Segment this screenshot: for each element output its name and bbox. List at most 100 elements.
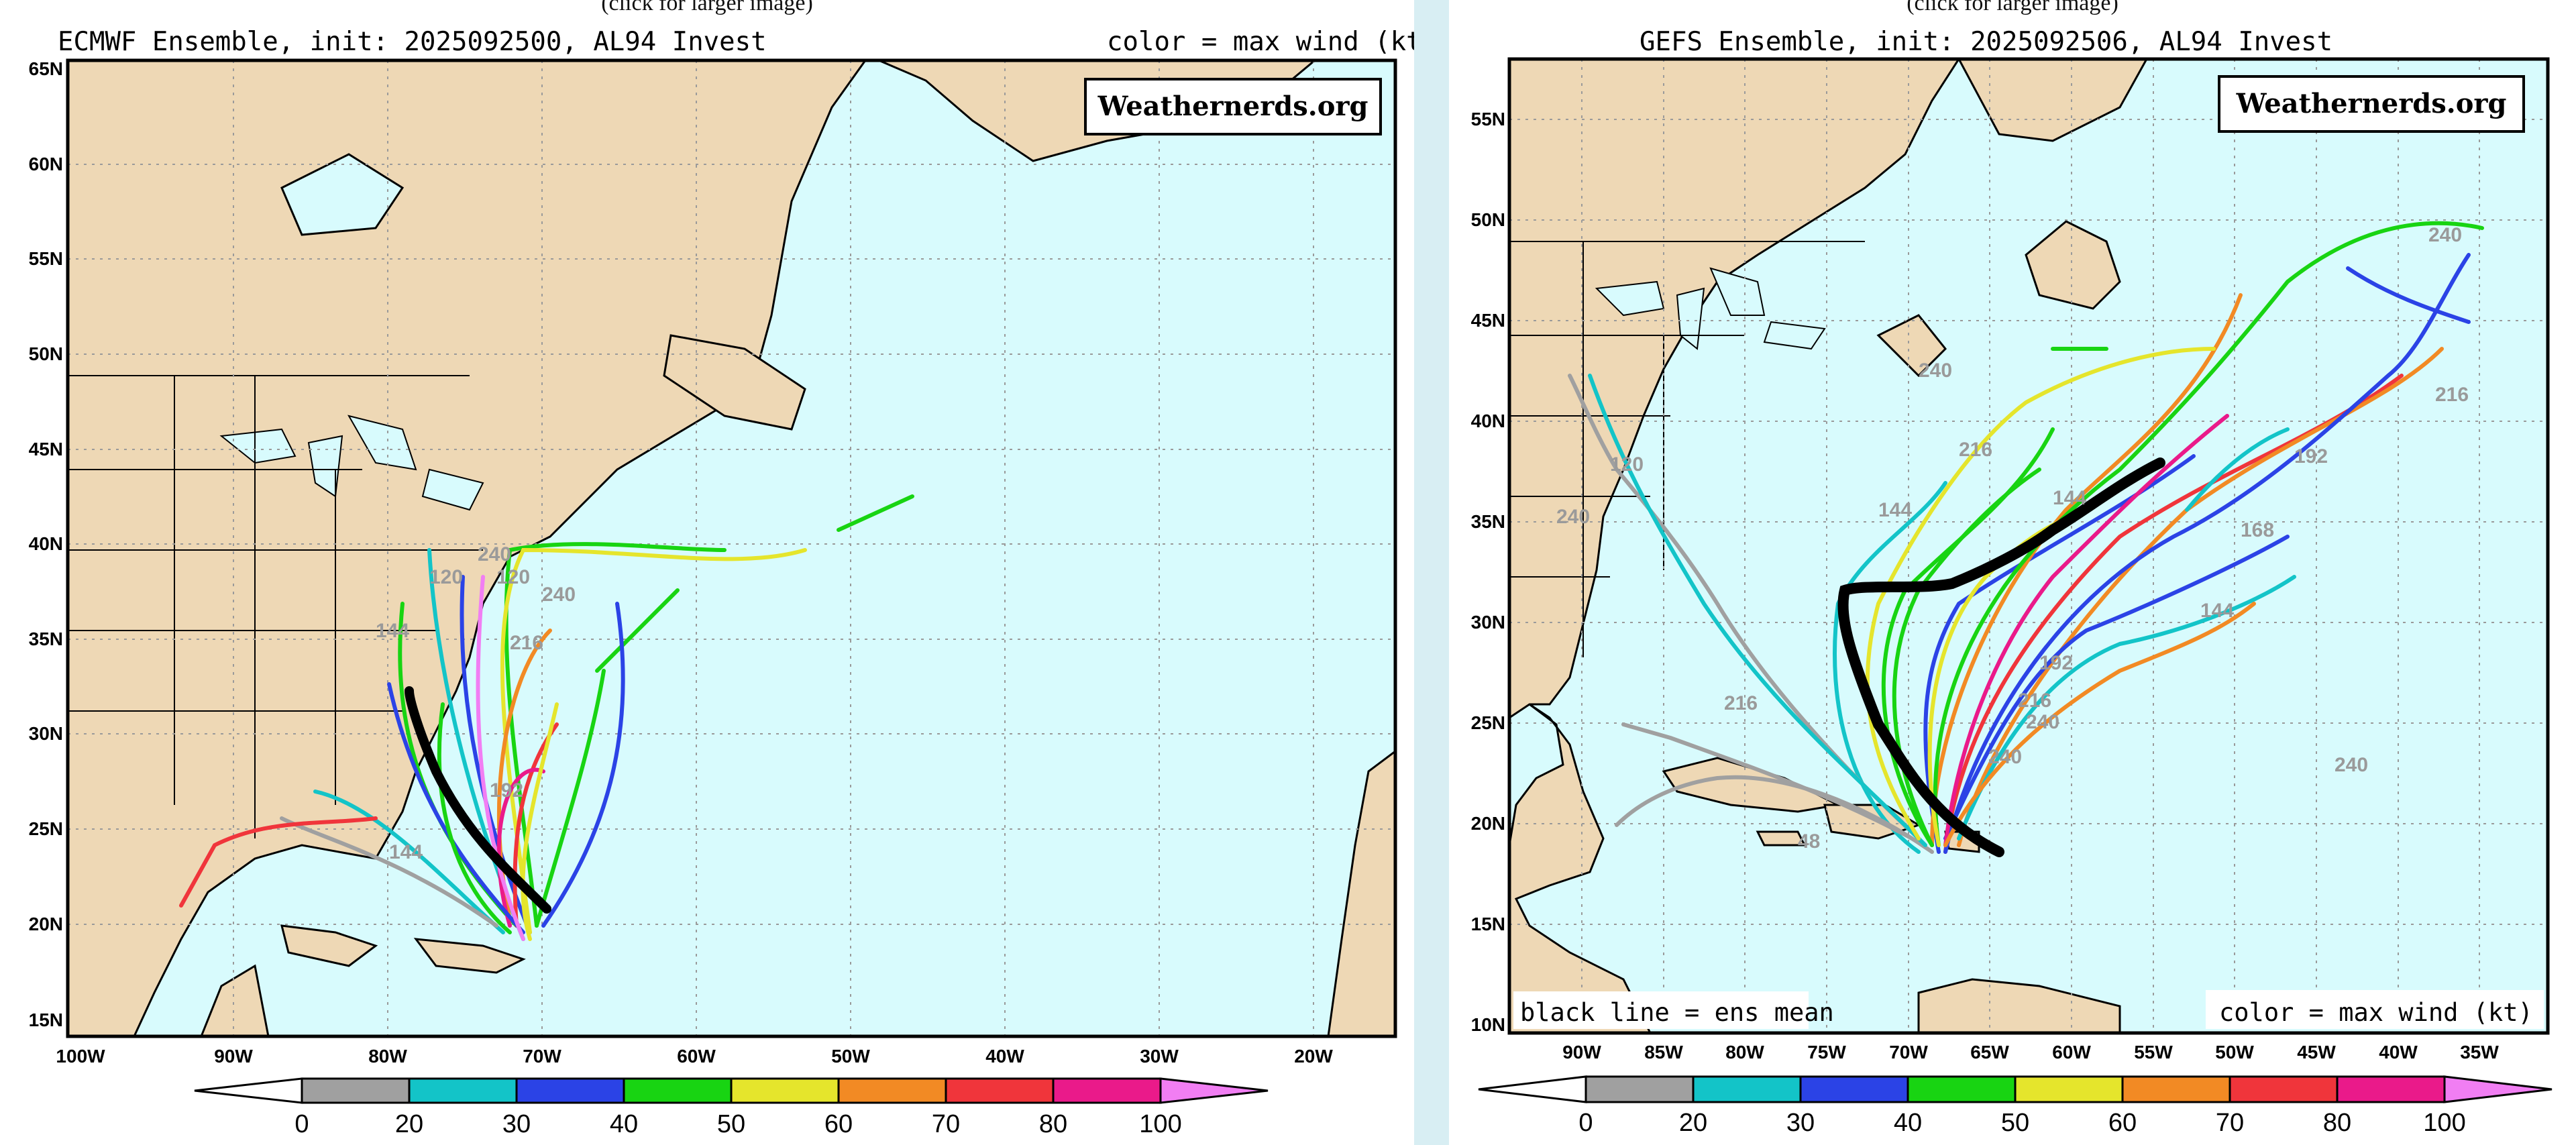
svg-text:30: 30 — [502, 1110, 531, 1138]
svg-text:40N: 40N — [29, 533, 63, 554]
svg-text:240: 240 — [2334, 754, 2368, 776]
svg-text:35N: 35N — [29, 629, 63, 649]
right-click-note[interactable]: (click for larger image) — [1907, 0, 2118, 15]
svg-text:168: 168 — [2241, 519, 2274, 541]
svg-text:Weathernerds.org: Weathernerds.org — [2236, 88, 2507, 119]
right-watermark: Weathernerds.org — [2218, 75, 2525, 133]
svg-text:50W: 50W — [2215, 1042, 2254, 1062]
svg-text:25N: 25N — [1471, 712, 1505, 733]
left-map-frame — [66, 58, 1397, 1038]
right-title: GEFS Ensemble, init: 2025092506, AL94 In… — [1640, 27, 2332, 57]
svg-text:216: 216 — [510, 632, 543, 654]
svg-text:144: 144 — [2053, 487, 2086, 509]
svg-text:black line = ens mean: black line = ens mean — [1520, 998, 1834, 1027]
svg-text:75W: 75W — [1807, 1042, 1846, 1062]
colorbar-bin — [945, 1077, 1055, 1104]
colorbar-bin — [301, 1077, 411, 1104]
svg-text:45N: 45N — [1471, 310, 1505, 331]
left-title: ECMWF Ensemble, init: 2025092500, AL94 I… — [58, 27, 767, 57]
svg-text:20: 20 — [395, 1110, 423, 1138]
svg-text:48: 48 — [1798, 830, 1820, 853]
svg-text:65W: 65W — [1970, 1042, 2009, 1062]
right-colorbar: 0 20 30 40 50 60 70 80 100 — [1478, 1075, 2553, 1137]
svg-text:10N: 10N — [1471, 1014, 1505, 1035]
right-lon-labels: 90W 85W 80W 75W 70W 65W 60W 55W 50W 45W … — [1562, 1042, 2499, 1062]
svg-text:216: 216 — [2435, 384, 2469, 406]
svg-text:60N: 60N — [29, 154, 63, 174]
svg-text:240: 240 — [1919, 360, 1952, 382]
svg-text:144: 144 — [2200, 600, 2234, 622]
svg-text:0: 0 — [1578, 1109, 1593, 1137]
svg-text:35W: 35W — [2460, 1042, 2499, 1062]
svg-text:90W: 90W — [1562, 1042, 1601, 1062]
svg-text:45W: 45W — [2297, 1042, 2336, 1062]
svg-text:240: 240 — [1988, 746, 2022, 768]
svg-text:30: 30 — [1786, 1109, 1815, 1137]
ecmwf-ensemble-mean — [405, 686, 551, 914]
svg-text:80: 80 — [1039, 1110, 1067, 1138]
ecmwf-map[interactable]: 240 120 240 216 192 144 120 144 ECMWF En… — [0, 0, 1414, 1145]
svg-text:60: 60 — [824, 1110, 853, 1138]
colorbar-bin — [730, 1077, 840, 1104]
svg-text:50: 50 — [717, 1110, 745, 1138]
svg-text:240: 240 — [478, 543, 511, 565]
svg-text:144: 144 — [1878, 499, 1912, 521]
svg-text:70W: 70W — [1889, 1042, 1928, 1062]
svg-text:40: 40 — [610, 1110, 638, 1138]
svg-text:216: 216 — [1724, 692, 1758, 714]
svg-text:90W: 90W — [214, 1046, 253, 1067]
svg-text:80W: 80W — [1725, 1042, 1764, 1062]
svg-text:240: 240 — [1556, 506, 1590, 528]
svg-text:192: 192 — [490, 779, 523, 802]
svg-text:50W: 50W — [831, 1046, 870, 1067]
left-colorbar: 0 20 30 40 50 60 70 80 100 — [194, 1077, 1269, 1138]
svg-text:144: 144 — [389, 841, 423, 863]
svg-text:70: 70 — [932, 1110, 960, 1138]
svg-text:100: 100 — [2423, 1109, 2465, 1137]
svg-text:120: 120 — [496, 566, 530, 588]
svg-text:20: 20 — [1679, 1109, 1707, 1137]
right-bottom-notes: black line = ens mean color = max wind (… — [1513, 990, 2544, 1029]
svg-text:240: 240 — [2428, 224, 2462, 246]
svg-text:50: 50 — [2001, 1109, 2029, 1137]
svg-text:65N: 65N — [29, 58, 63, 79]
svg-text:55N: 55N — [1471, 109, 1505, 129]
svg-text:30W: 30W — [1140, 1046, 1179, 1067]
svg-text:192: 192 — [2039, 652, 2073, 674]
svg-text:120: 120 — [429, 566, 463, 588]
ecmwf-track-labels: 240 120 240 216 192 144 120 144 — [376, 543, 576, 863]
svg-text:60W: 60W — [677, 1046, 716, 1067]
svg-text:20N: 20N — [29, 914, 63, 934]
svg-text:50N: 50N — [29, 343, 63, 364]
svg-text:70W: 70W — [523, 1046, 561, 1067]
colorbar-bin — [1052, 1077, 1162, 1104]
right-lat-labels: 55N 50N 45N 40N 35N 30N 25N 20N 15N 10N — [1471, 109, 1505, 1035]
svg-text:100: 100 — [1139, 1110, 1181, 1138]
gefs-ensemble-mean — [1837, 457, 2165, 857]
svg-text:40W: 40W — [2379, 1042, 2418, 1062]
great-lakes — [219, 415, 484, 511]
svg-text:120: 120 — [1610, 453, 1644, 476]
svg-text:40: 40 — [1894, 1109, 1922, 1137]
svg-text:15N: 15N — [1471, 914, 1505, 934]
svg-text:80W: 80W — [368, 1046, 407, 1067]
left-lon-labels: 100W 90W 80W 70W 60W 50W 40W 30W 20W — [56, 1046, 1333, 1067]
ecmwf-tracks — [179, 494, 914, 941]
left-legend-caption: color = max wind (kt) — [1107, 27, 1414, 57]
svg-text:240: 240 — [2026, 711, 2059, 733]
svg-text:60: 60 — [2108, 1109, 2137, 1137]
svg-text:144: 144 — [376, 620, 409, 642]
colorbar-bin — [623, 1077, 733, 1104]
left-click-note[interactable]: (click for larger image) — [601, 0, 813, 15]
svg-text:15N: 15N — [29, 1010, 63, 1030]
svg-text:40W: 40W — [985, 1046, 1024, 1067]
svg-text:85W: 85W — [1644, 1042, 1683, 1062]
svg-text:color = max wind (kt): color = max wind (kt) — [2219, 998, 2533, 1027]
gefs-map[interactable]: 240 240 216 192 216 240 192 216 240 168 … — [1449, 0, 2576, 1145]
svg-text:30N: 30N — [1471, 612, 1505, 633]
left-watermark: Weathernerds.org — [1084, 78, 1382, 135]
svg-text:0: 0 — [294, 1110, 309, 1138]
svg-text:216: 216 — [1959, 439, 1992, 461]
svg-text:70: 70 — [2216, 1109, 2244, 1137]
svg-text:192: 192 — [2294, 445, 2328, 468]
